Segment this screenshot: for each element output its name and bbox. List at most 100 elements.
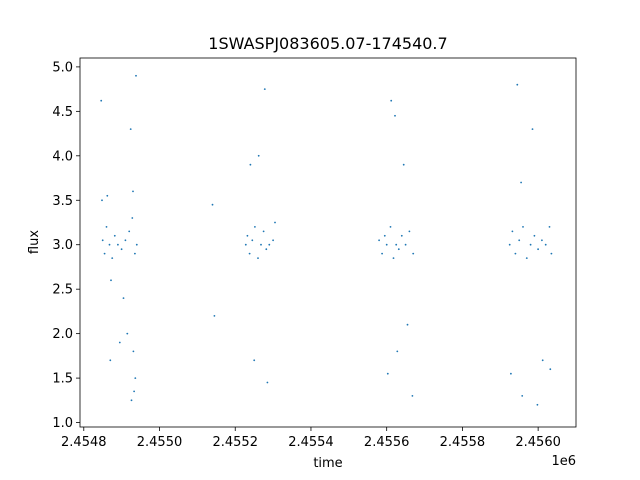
- data-point: [404, 243, 407, 246]
- data-point: [548, 226, 551, 228]
- data-point: [383, 234, 386, 237]
- data-points-layer: [100, 74, 553, 406]
- data-point: [386, 372, 389, 375]
- data-point: [397, 248, 400, 251]
- y-tick-label: 4.0: [52, 149, 73, 164]
- y-tick-label: 1.5: [52, 372, 73, 387]
- data-point: [118, 341, 121, 344]
- data-point: [263, 88, 266, 90]
- x-tick-label: 2.4548: [61, 435, 107, 450]
- data-point: [508, 243, 511, 246]
- data-point: [131, 217, 134, 219]
- data-point: [128, 230, 131, 233]
- data-point: [412, 252, 415, 255]
- data-point: [134, 252, 136, 255]
- data-point: [378, 239, 380, 242]
- data-point: [381, 252, 383, 255]
- chart-title: 1SWASPJ083605.07-174540.7: [208, 34, 447, 53]
- data-point: [533, 234, 536, 237]
- x-tick-label: 2.4560: [515, 435, 561, 450]
- plot-area-frame: [79, 57, 577, 428]
- data-point: [106, 194, 109, 197]
- data-point: [521, 395, 524, 397]
- data-point: [536, 403, 539, 406]
- data-point: [390, 99, 393, 102]
- data-point: [395, 243, 398, 246]
- x-tick-label: 2.4558: [440, 435, 486, 450]
- data-point: [268, 243, 271, 246]
- y-tick-label: 4.5: [52, 105, 73, 120]
- data-point: [514, 252, 517, 255]
- y-tick-label: 3.0: [52, 238, 73, 253]
- data-point: [385, 243, 388, 246]
- data-point: [266, 381, 269, 384]
- data-point: [402, 163, 405, 166]
- data-point: [541, 359, 544, 362]
- data-point: [129, 128, 132, 131]
- y-tick-label: 2.0: [52, 327, 73, 342]
- data-point: [510, 372, 512, 375]
- data-point: [400, 234, 403, 237]
- data-point: [392, 257, 395, 259]
- x-axis-label: time: [313, 456, 342, 471]
- data-point: [135, 74, 137, 77]
- data-point: [101, 199, 103, 202]
- x-axis: 2.4548 2.4550 2.4552 2.4554 2.4556 2.4558 2.45…: [61, 427, 561, 450]
- data-point: [105, 226, 108, 228]
- data-point: [394, 114, 396, 117]
- data-point: [253, 359, 256, 362]
- x-tick-label: 2.4554: [288, 435, 334, 450]
- data-point: [244, 243, 247, 246]
- data-point: [411, 395, 414, 397]
- y-tick-label: 2.5: [52, 283, 73, 298]
- data-point: [126, 332, 129, 335]
- data-point: [132, 190, 134, 193]
- data-point: [262, 230, 265, 233]
- data-point: [396, 350, 399, 353]
- data-point: [529, 243, 532, 246]
- data-point: [135, 243, 138, 246]
- data-point: [525, 257, 528, 259]
- data-point: [254, 226, 256, 228]
- data-point: [251, 239, 254, 242]
- data-point: [272, 239, 274, 242]
- data-point: [389, 226, 392, 228]
- x-tick-label: 2.4556: [364, 435, 410, 450]
- data-point: [260, 243, 262, 246]
- y-tick-label: 5.0: [52, 60, 73, 75]
- data-point: [537, 248, 539, 251]
- data-point: [541, 239, 543, 242]
- data-point: [213, 315, 216, 317]
- data-point: [246, 234, 249, 237]
- data-point: [122, 297, 125, 299]
- data-point: [257, 154, 260, 157]
- y-axis: 1.0 1.5 2.0 2.5 3.0 3.5 4.0 4.5 5.0: [52, 60, 80, 431]
- data-point: [100, 99, 103, 102]
- data-point: [124, 239, 127, 242]
- data-point: [257, 257, 259, 259]
- data-point: [516, 83, 519, 86]
- data-point: [531, 128, 534, 131]
- data-point: [120, 248, 123, 251]
- data-point: [549, 368, 552, 371]
- data-point: [109, 359, 112, 362]
- x-tick-label: 2.4552: [212, 435, 258, 450]
- y-axis-label: flux: [27, 230, 42, 254]
- data-point: [132, 350, 135, 353]
- data-point: [520, 181, 522, 184]
- data-point: [103, 252, 106, 255]
- y-tick-label: 1.0: [52, 416, 73, 431]
- data-point: [211, 203, 214, 206]
- x-tick-label: 2.4550: [137, 435, 183, 450]
- data-point: [265, 248, 268, 251]
- data-point: [408, 230, 411, 233]
- data-point: [518, 239, 521, 242]
- data-point: [550, 252, 553, 255]
- data-point: [108, 243, 111, 246]
- data-point: [113, 234, 116, 237]
- x-axis-offset-label: 1e6: [551, 454, 576, 469]
- data-point: [511, 230, 514, 233]
- data-point: [522, 226, 524, 228]
